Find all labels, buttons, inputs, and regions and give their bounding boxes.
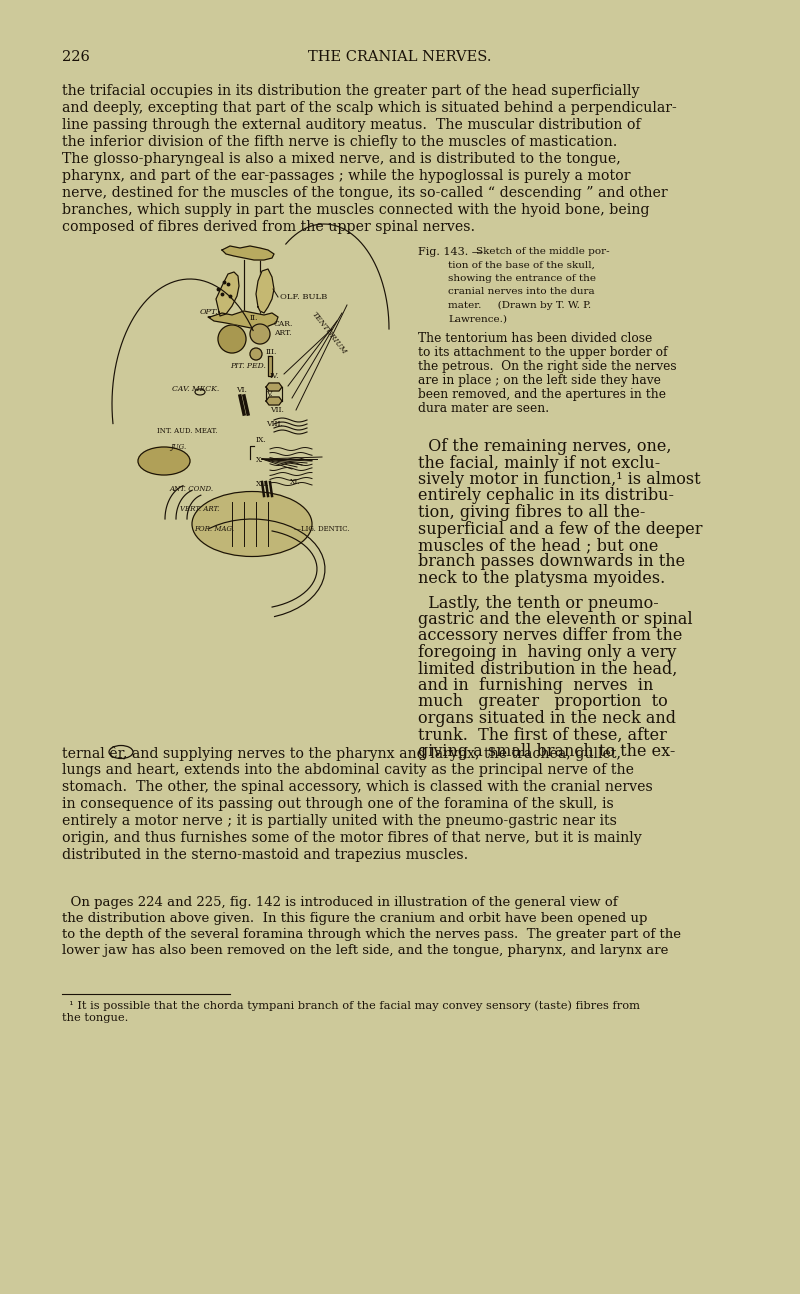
Text: X.: X. xyxy=(256,455,264,465)
Polygon shape xyxy=(256,269,274,313)
Text: and in  furnishing  nerves  in: and in furnishing nerves in xyxy=(418,677,654,694)
Text: composed of fibres derived from the upper spinal nerves.: composed of fibres derived from the uppe… xyxy=(62,220,475,234)
Text: the inferior division of the fifth nerve is chiefly to the muscles of masticatio: the inferior division of the fifth nerve… xyxy=(62,135,618,149)
Polygon shape xyxy=(268,356,272,377)
Text: IX.: IX. xyxy=(256,436,266,444)
Text: IV.: IV. xyxy=(270,371,279,380)
Text: dura mater are seen.: dura mater are seen. xyxy=(418,402,549,415)
Text: accessory nerves differ from the: accessory nerves differ from the xyxy=(418,628,682,644)
Ellipse shape xyxy=(192,492,312,556)
Text: ternal êr, and supplying nerves to the pharynx and larynx, the trachea, gullet,: ternal êr, and supplying nerves to the p… xyxy=(62,747,621,761)
Circle shape xyxy=(250,348,262,360)
Text: the petrous.  On the right side the nerves: the petrous. On the right side the nerve… xyxy=(418,360,677,373)
Text: gastric and the eleventh or spinal: gastric and the eleventh or spinal xyxy=(418,611,693,628)
Text: tion of the base of the skull,: tion of the base of the skull, xyxy=(448,260,595,269)
Ellipse shape xyxy=(138,446,190,475)
Text: entirely a motor nerve ; it is partially united with the pneumo-gastric near its: entirely a motor nerve ; it is partially… xyxy=(62,814,617,828)
Text: to its attachment to the upper border of: to its attachment to the upper border of xyxy=(418,345,667,358)
Text: branch passes downwards in the: branch passes downwards in the xyxy=(418,554,685,571)
Text: sively motor in function,¹ is almost: sively motor in function,¹ is almost xyxy=(418,471,701,488)
Text: TENTORIUM: TENTORIUM xyxy=(310,311,348,356)
Text: VII.: VII. xyxy=(270,406,284,414)
Text: VERT. ART.: VERT. ART. xyxy=(180,505,219,512)
Text: branches, which supply in part the muscles connected with the hyoid bone, being: branches, which supply in part the muscl… xyxy=(62,203,650,217)
Text: been removed, and the apertures in the: been removed, and the apertures in the xyxy=(418,388,666,401)
Text: much   greater   proportion  to: much greater proportion to xyxy=(418,694,668,710)
Text: VIII.: VIII. xyxy=(266,421,283,428)
Text: XII.: XII. xyxy=(256,480,270,488)
Text: neck to the platysma myoides.: neck to the platysma myoides. xyxy=(418,569,666,587)
Text: the trifacial occupies in its distribution the greater part of the head superfic: the trifacial occupies in its distributi… xyxy=(62,84,639,98)
Text: OLF. BULB: OLF. BULB xyxy=(280,292,327,302)
Text: Lastly, the tenth or pneumo-: Lastly, the tenth or pneumo- xyxy=(418,594,658,612)
Text: the tongue.: the tongue. xyxy=(62,1013,128,1024)
Text: nerve, destined for the muscles of the tongue, its so-called “ descending ” and : nerve, destined for the muscles of the t… xyxy=(62,186,668,201)
Text: and deeply, excepting that part of the scalp which is situated behind a perpendi: and deeply, excepting that part of the s… xyxy=(62,101,677,115)
Text: CAR.: CAR. xyxy=(274,320,294,327)
Text: line passing through the external auditory meatus.  The muscular distribution of: line passing through the external audito… xyxy=(62,118,641,132)
Text: tion, giving fibres to all the-: tion, giving fibres to all the- xyxy=(418,503,646,521)
Text: lungs and heart, extends into the abdominal cavity as the principal nerve of the: lungs and heart, extends into the abdomi… xyxy=(62,763,634,776)
Text: Sketch of the middle por-: Sketch of the middle por- xyxy=(476,247,610,256)
Text: showing the entrance of the: showing the entrance of the xyxy=(448,274,596,283)
Text: ART.: ART. xyxy=(274,329,291,336)
Text: ANT. COND.: ANT. COND. xyxy=(170,485,214,493)
Text: Lawrence.): Lawrence.) xyxy=(448,314,507,324)
Text: the distribution above given.  In this figure the cranium and orbit have been op: the distribution above given. In this fi… xyxy=(62,912,647,925)
Text: organs situated in the neck and: organs situated in the neck and xyxy=(418,710,676,727)
Text: giving a small branch to the ex-: giving a small branch to the ex- xyxy=(418,743,675,760)
Text: THE CRANIAL NERVES.: THE CRANIAL NERVES. xyxy=(308,50,492,63)
Text: ¹ It is possible that the chorda tympani branch of the facial may convey sensory: ¹ It is possible that the chorda tympani… xyxy=(62,1000,640,1011)
Text: pharynx, and part of the ear-passages ; while the hypoglossal is purely a motor: pharynx, and part of the ear-passages ; … xyxy=(62,170,630,182)
Polygon shape xyxy=(216,272,239,316)
Text: On pages 224 and 225, fig. 142 is introduced in illustration of the general view: On pages 224 and 225, fig. 142 is introd… xyxy=(62,895,618,908)
Text: The tentorium has been divided close: The tentorium has been divided close xyxy=(418,333,652,345)
Text: entirely cephalic in its distribu-: entirely cephalic in its distribu- xyxy=(418,488,674,505)
Text: The glosso-pharyngeal is also a mixed nerve, and is distributed to the tongue,: The glosso-pharyngeal is also a mixed ne… xyxy=(62,151,621,166)
Text: the facial, mainly if not exclu-: the facial, mainly if not exclu- xyxy=(418,454,660,471)
Polygon shape xyxy=(266,383,282,391)
Text: II.: II. xyxy=(250,314,258,322)
Text: CAV. MECK.: CAV. MECK. xyxy=(172,386,219,393)
Polygon shape xyxy=(208,311,278,329)
Text: distributed in the sterno-mastoid and trapezius muscles.: distributed in the sterno-mastoid and tr… xyxy=(62,848,468,862)
Text: limited distribution in the head,: limited distribution in the head, xyxy=(418,660,678,678)
Polygon shape xyxy=(266,397,282,405)
Text: INT. AUD. MEAT.: INT. AUD. MEAT. xyxy=(157,427,218,435)
Text: Of the remaining nerves, one,: Of the remaining nerves, one, xyxy=(418,437,671,455)
Text: origin, and thus furnishes some of the motor fibres of that nerve, but it is mai: origin, and thus furnishes some of the m… xyxy=(62,831,642,845)
Polygon shape xyxy=(222,246,274,260)
Text: mater.     (Drawn by T. W. P.: mater. (Drawn by T. W. P. xyxy=(448,302,591,311)
Text: muscles of the head ; but one: muscles of the head ; but one xyxy=(418,537,658,554)
Text: —LIG. DENTIC.: —LIG. DENTIC. xyxy=(294,525,350,533)
Text: lower jaw has also been removed on the left side, and the tongue, pharynx, and l: lower jaw has also been removed on the l… xyxy=(62,945,668,958)
Text: foregoing in  having only a very: foregoing in having only a very xyxy=(418,644,676,661)
Text: stomach.  The other, the spinal accessory, which is classed with the cranial ner: stomach. The other, the spinal accessory… xyxy=(62,780,653,795)
Text: III.: III. xyxy=(266,348,278,356)
Text: 226: 226 xyxy=(62,50,90,63)
Text: V.: V. xyxy=(266,389,273,399)
Text: JUG.: JUG. xyxy=(170,443,186,452)
Text: to the depth of the several foramina through which the nerves pass.  The greater: to the depth of the several foramina thr… xyxy=(62,928,681,941)
Text: FOR. MAG.: FOR. MAG. xyxy=(194,525,234,533)
Text: VI.: VI. xyxy=(236,386,247,393)
Text: PIT. PED.: PIT. PED. xyxy=(230,362,266,370)
Text: in consequence of its passing out through one of the foramina of the skull, is: in consequence of its passing out throug… xyxy=(62,797,614,811)
Text: trunk.  The first of these, after: trunk. The first of these, after xyxy=(418,726,667,744)
Text: superficial and a few of the deeper: superficial and a few of the deeper xyxy=(418,520,702,537)
Text: Fig. 143. —: Fig. 143. — xyxy=(418,247,483,258)
Text: OPT.: OPT. xyxy=(200,308,218,316)
Text: are in place ; on the left side they have: are in place ; on the left side they hav… xyxy=(418,374,661,387)
Text: XI.: XI. xyxy=(290,477,301,487)
Circle shape xyxy=(250,324,270,344)
Text: cranial nerves into the dura: cranial nerves into the dura xyxy=(448,287,594,296)
Circle shape xyxy=(218,325,246,353)
